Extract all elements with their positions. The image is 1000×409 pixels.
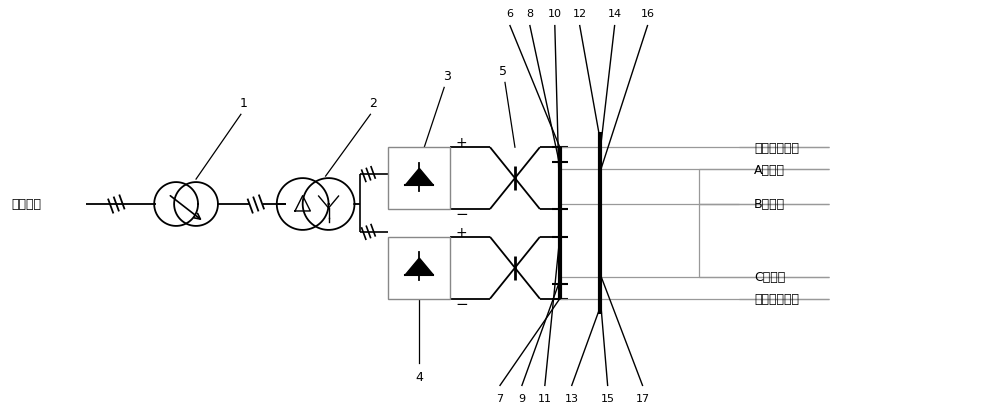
Text: 14: 14 [608,9,622,18]
Text: 10: 10 [548,9,562,18]
Text: 2: 2 [369,97,377,110]
Text: −: − [455,207,468,222]
Text: 17: 17 [635,393,650,403]
Text: 三相电源: 三相电源 [12,198,42,211]
Text: 9: 9 [518,393,525,403]
Text: 5: 5 [499,65,507,78]
Text: C相导线: C相导线 [754,271,785,283]
Polygon shape [405,169,433,186]
Text: 11: 11 [538,393,552,403]
Text: +: + [455,225,467,239]
Text: +: + [455,136,467,150]
Text: 7: 7 [496,393,504,403]
Text: 第一绝缘地线: 第一绝缘地线 [754,142,799,154]
Text: 12: 12 [573,9,587,18]
Text: 15: 15 [601,393,615,403]
Text: A相导线: A相导线 [754,163,785,176]
Bar [388,148,450,209]
Text: 4: 4 [415,371,423,384]
Text: 6: 6 [506,9,513,18]
Text: B相导线: B相导线 [754,198,785,211]
Bar [388,237,450,299]
Text: 13: 13 [565,393,579,403]
Text: 8: 8 [526,9,533,18]
Text: 16: 16 [640,9,654,18]
Text: 1: 1 [240,97,248,110]
Text: 第二绝缘地线: 第二绝缘地线 [754,292,799,306]
Text: 3: 3 [443,70,451,83]
Text: −: − [455,297,468,311]
Polygon shape [405,258,433,275]
